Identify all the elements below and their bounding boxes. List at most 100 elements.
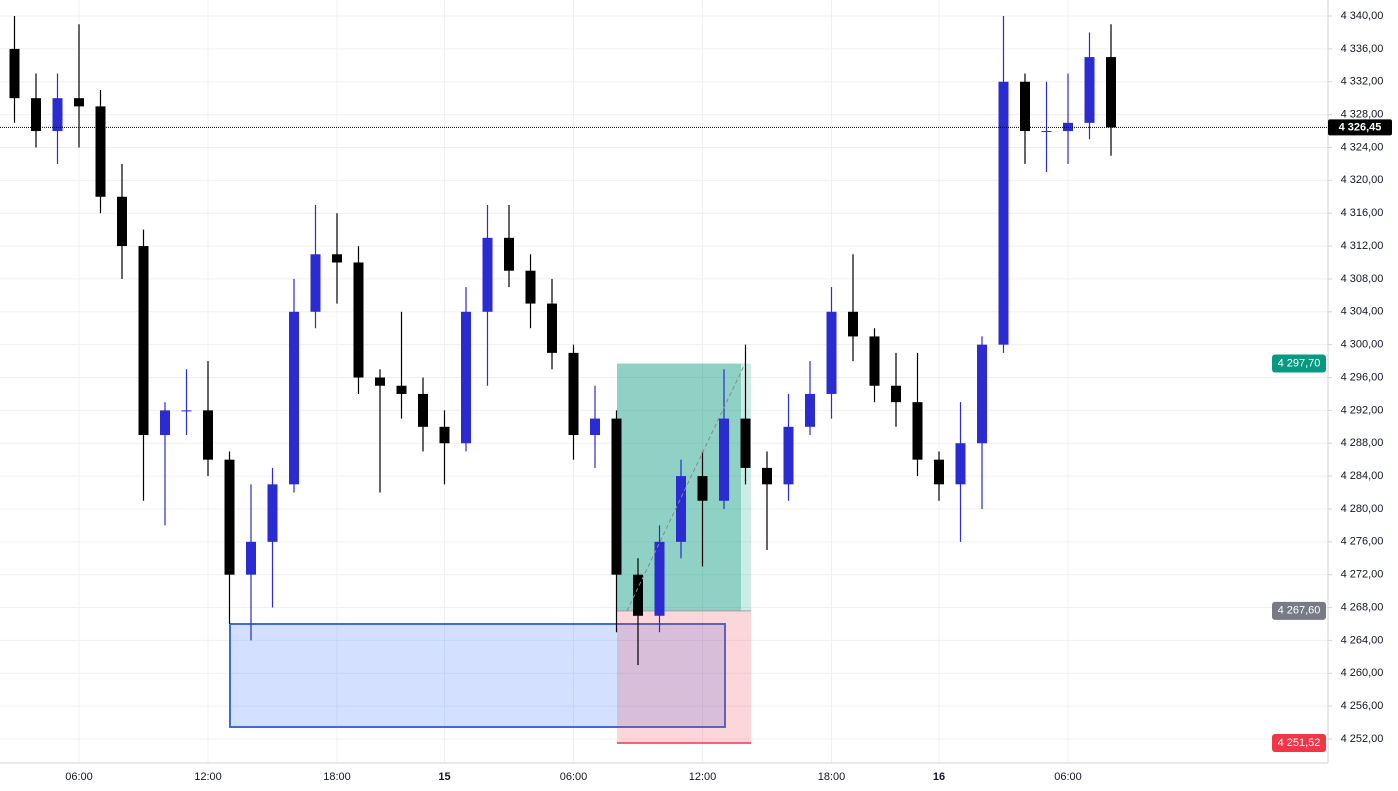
loss-zone — [617, 610, 751, 743]
candle-body — [310, 254, 321, 312]
candle-body — [160, 410, 170, 436]
y-tick-label: 4 328,00 — [1341, 109, 1384, 121]
candle-body — [138, 246, 149, 436]
last-price-badge — [1328, 119, 1392, 136]
y-tick-label: 4 288,00 — [1341, 437, 1384, 449]
candle-body — [998, 81, 1009, 345]
candle-body — [869, 336, 880, 386]
candle-body — [95, 106, 106, 197]
candle-body — [762, 467, 772, 485]
x-tick-label: 06:00 — [1054, 771, 1082, 783]
candle-body — [353, 262, 364, 378]
candle-body — [224, 459, 235, 575]
y-tick-label: 4 340,00 — [1341, 10, 1384, 22]
candle-body — [525, 270, 536, 304]
x-tick-label: 18:00 — [323, 771, 351, 783]
candle-body — [1106, 57, 1116, 128]
y-tick-label: 4 264,00 — [1341, 634, 1384, 646]
candle-body — [934, 459, 944, 485]
candle-body — [740, 418, 751, 468]
candle-body — [848, 311, 858, 337]
y-tick-label: 4 336,00 — [1341, 43, 1384, 55]
candle-body — [504, 237, 514, 271]
candle-body — [547, 303, 557, 353]
candle-body — [181, 410, 192, 412]
candle-body — [117, 196, 127, 247]
x-tick-label: 15 — [438, 771, 450, 783]
x-tick-label: 12:00 — [194, 771, 222, 783]
y-tick-label: 4 292,00 — [1341, 404, 1384, 416]
candle-body — [375, 377, 385, 386]
y-tick-label: 4 252,00 — [1341, 733, 1384, 745]
candle-body — [891, 385, 901, 403]
last-price-label: 4 326,45 — [1339, 121, 1382, 133]
y-tick-label: 4 300,00 — [1341, 339, 1384, 351]
x-tick-label: 18:00 — [818, 771, 846, 783]
candle-body — [31, 98, 41, 132]
y-tick-label: 4 316,00 — [1341, 207, 1384, 219]
candle-body — [697, 476, 708, 501]
candle-body — [418, 393, 428, 427]
candle-body — [74, 98, 84, 107]
x-tick-label: 06:00 — [560, 771, 588, 783]
target-badge — [1272, 354, 1326, 373]
y-tick-label: 4 276,00 — [1341, 536, 1384, 548]
y-tick-label: 4 332,00 — [1341, 76, 1384, 88]
x-tick-label: 06:00 — [65, 771, 93, 783]
candle-body — [289, 311, 299, 485]
candle-body — [1020, 81, 1030, 132]
candle-body — [396, 385, 407, 394]
candle-body — [805, 393, 815, 427]
candle-body — [611, 418, 622, 575]
profit-zone-extension — [741, 363, 751, 611]
candle-body — [633, 574, 643, 616]
overlays — [0, 126, 1328, 612]
axes: 4 252,00 4 256,00 4 260,00 4 264,00 4 268,00… — [65, 10, 1392, 783]
target-label: 4 297,70 — [1278, 357, 1321, 369]
y-tick-label: 4 256,00 — [1341, 700, 1384, 712]
candle-body — [439, 426, 450, 444]
candle-body — [590, 418, 600, 436]
stop-badge — [1272, 733, 1326, 752]
candle-body — [977, 344, 987, 444]
y-tick-label: 4 260,00 — [1341, 667, 1384, 679]
candle-body — [461, 311, 471, 444]
y-tick-label: 4 284,00 — [1341, 470, 1384, 482]
entry-label: 4 267,60 — [1278, 605, 1321, 617]
y-tick-label: 4 308,00 — [1341, 273, 1384, 285]
candle-body — [719, 418, 729, 501]
candle-body — [332, 254, 342, 263]
candle-body — [9, 48, 20, 99]
candle-body — [654, 541, 665, 616]
y-tick-label: 4 272,00 — [1341, 569, 1384, 581]
candle-body — [1041, 131, 1052, 133]
y-tick-label: 4 312,00 — [1341, 240, 1384, 252]
x-tick-label: 16 — [933, 771, 945, 783]
candle-body — [955, 443, 966, 485]
y-tick-label: 4 268,00 — [1341, 601, 1384, 613]
y-tick-label: 4 280,00 — [1341, 503, 1384, 515]
candle-body — [676, 476, 686, 542]
candle-body — [783, 426, 794, 485]
candle-body — [52, 98, 63, 132]
candle-body — [246, 541, 256, 575]
candle-body — [203, 410, 213, 460]
x-tick-label: 12:00 — [689, 771, 717, 783]
candle-body — [267, 484, 278, 542]
trade-path — [626, 363, 746, 612]
y-tick-label: 4 320,00 — [1341, 174, 1384, 186]
entry-badge — [1272, 601, 1326, 620]
rectangle-drawing[interactable] — [229, 623, 726, 728]
y-tick-label: 4 304,00 — [1341, 306, 1384, 318]
y-tick-label: 4 324,00 — [1341, 141, 1384, 153]
candle-body — [912, 402, 923, 460]
y-tick-label: 4 296,00 — [1341, 371, 1384, 383]
candles — [9, 16, 1116, 666]
candle-body — [1084, 57, 1095, 123]
stop-label: 4 251,52 — [1278, 737, 1321, 749]
candle-body — [568, 352, 579, 436]
candle-body — [826, 311, 837, 394]
